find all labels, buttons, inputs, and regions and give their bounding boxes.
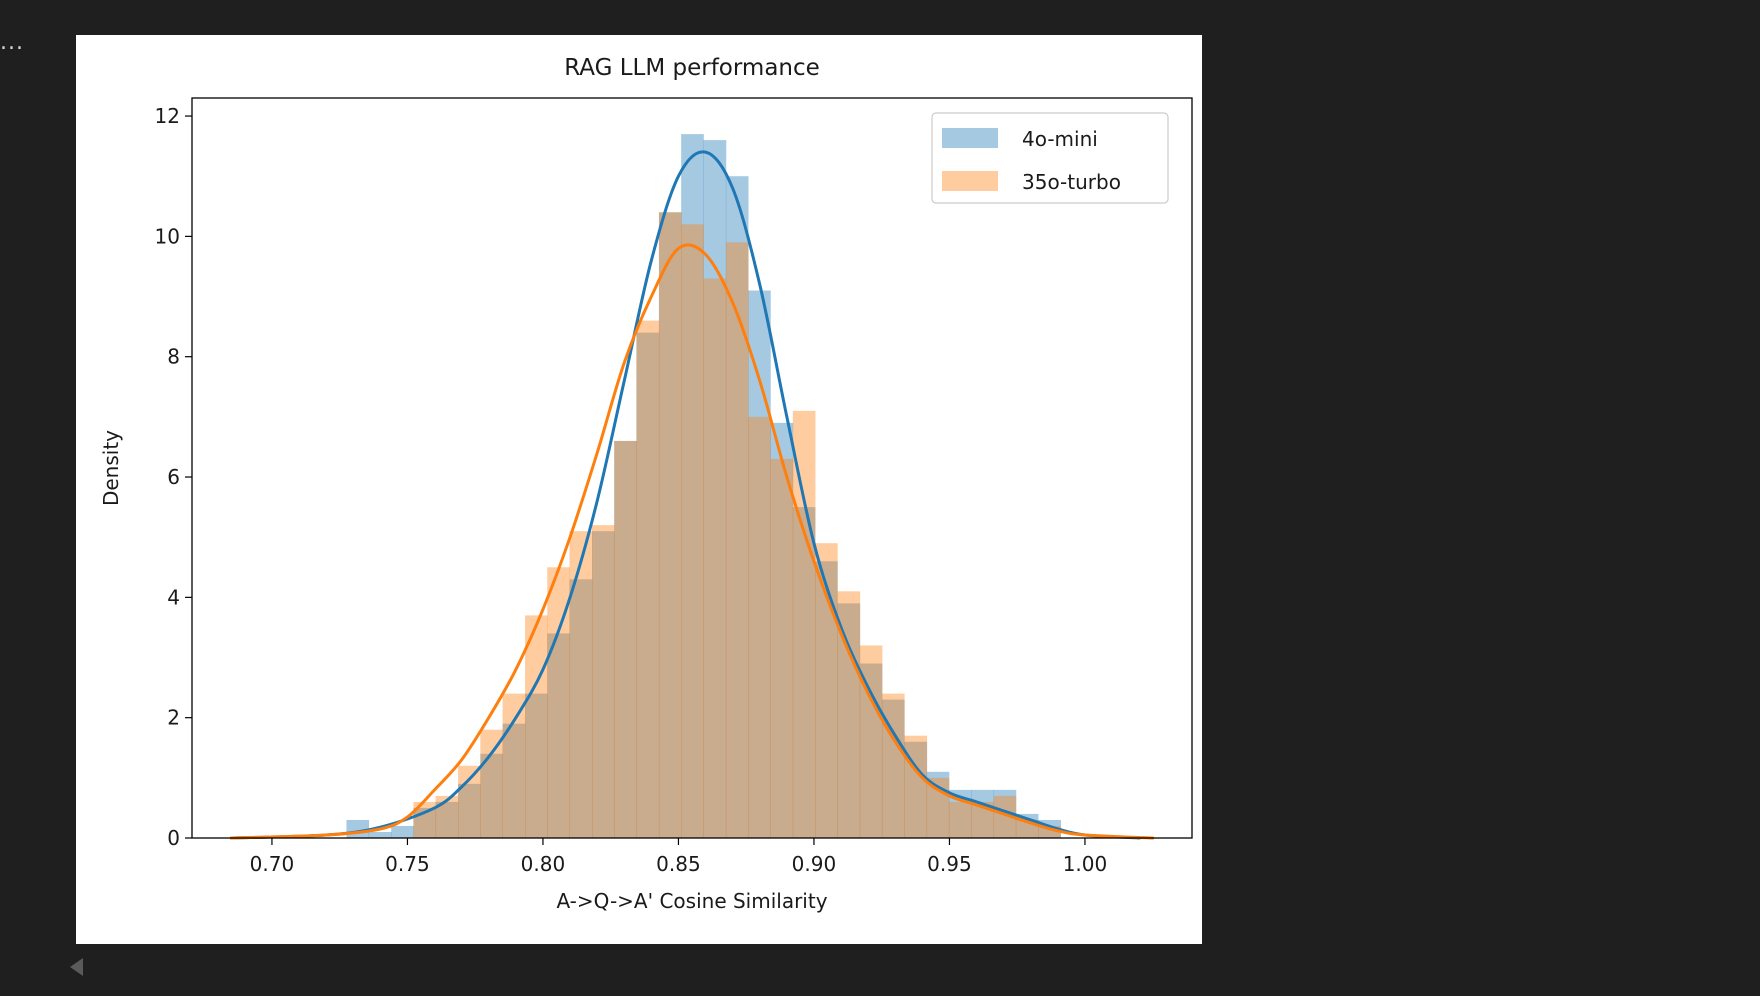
bar-35o-turbo-9 <box>614 440 637 838</box>
x-ticks: 0.70 0.75 0.80 0.85 0.90 0.95 1.00 <box>250 838 1108 876</box>
y-tick-label: 0 <box>167 826 180 850</box>
bar-4o-mini-11 <box>592 531 615 838</box>
bar-4o-mini-16 <box>703 140 727 839</box>
bar-4o-mini-15 <box>681 134 704 839</box>
bar-35o-turbo-15 <box>748 416 771 838</box>
bar-4o-mini-10 <box>569 579 593 838</box>
bar-4o-mini-6 <box>480 753 503 838</box>
bar-4o-mini-17 <box>725 176 749 838</box>
bar-4o-mini-25 <box>904 741 928 838</box>
kde-line-35o-turbo <box>229 243 1155 840</box>
bar-4o-mini-9 <box>547 633 570 838</box>
kde-line-4o-mini <box>229 150 1141 840</box>
bar-35o-turbo-17 <box>792 410 816 838</box>
bar-4o-mini-4 <box>435 801 459 838</box>
bar-35o-turbo-22 <box>904 735 928 838</box>
bar-35o-turbo-24 <box>948 801 972 838</box>
x-tick-label: 0.95 <box>927 852 972 876</box>
bar-35o-turbo-7 <box>569 531 593 838</box>
bar-4o-mini-7 <box>502 723 526 838</box>
bar-35o-turbo-14 <box>725 242 749 838</box>
bar-4o-mini-2 <box>391 825 414 838</box>
x-tick-label: 1.00 <box>1063 852 1108 876</box>
histogram-chart: 0.70 0.75 0.80 0.85 0.90 0.95 1.00 0 2 4 6 8 10 12 R… <box>99 55 1193 913</box>
bar-35o-turbo-3 <box>480 729 503 838</box>
bar-35o-turbo-25 <box>971 801 995 838</box>
y-axis-label: Density <box>99 430 123 506</box>
x-tick-label: 0.90 <box>792 852 837 876</box>
x-tick-label: 0.70 <box>250 852 295 876</box>
bar-35o-turbo-20 <box>859 645 883 838</box>
legend-swatch-35o-turbo <box>942 171 998 191</box>
bar-4o-mini-1 <box>368 831 392 838</box>
legend-label-4o-mini: 4o-mini <box>1022 127 1098 151</box>
y-tick-label: 12 <box>155 104 180 128</box>
y-tick-label: 8 <box>167 345 180 369</box>
bar-4o-mini-14 <box>658 212 682 838</box>
y-tick-label: 10 <box>155 224 180 248</box>
bar-4o-mini-13 <box>636 332 660 838</box>
bar-35o-turbo-21 <box>881 693 905 838</box>
legend-swatch-4o-mini <box>942 128 998 148</box>
bar-4o-mini-8 <box>525 693 548 838</box>
kde-layer <box>229 150 1155 840</box>
bar-35o-turbo-10 <box>636 320 660 839</box>
bar-4o-mini-5 <box>458 783 481 838</box>
bar-35o-turbo-6 <box>547 567 570 838</box>
legend: 4o-mini 35o-turbo <box>931 112 1169 204</box>
bar-35o-turbo-18 <box>815 543 838 838</box>
bar-35o-turbo-19 <box>837 591 861 838</box>
y-tick-label: 6 <box>167 465 180 489</box>
chart-title: RAG LLM performance <box>564 55 820 81</box>
bar-35o-turbo-13 <box>703 278 727 838</box>
bar-35o-turbo-4 <box>502 693 526 838</box>
bar-4o-mini-21 <box>815 561 838 838</box>
bar-35o-turbo-11 <box>658 212 682 838</box>
x-tick-label: 0.80 <box>521 852 566 876</box>
bar-4o-mini-12 <box>614 440 637 838</box>
bar-4o-mini-20 <box>792 507 816 838</box>
y-tick-label: 2 <box>167 706 180 730</box>
bar-35o-turbo-16 <box>770 458 794 838</box>
bar-4o-mini-19 <box>770 422 794 838</box>
bar-4o-mini-18 <box>748 290 771 838</box>
x-tick-label: 0.85 <box>656 852 701 876</box>
legend-label-35o-turbo: 35o-turbo <box>1022 170 1121 194</box>
y-ticks: 0 2 4 6 8 10 12 <box>155 104 192 850</box>
bar-35o-turbo-12 <box>681 224 704 839</box>
bar-35o-turbo-5 <box>525 615 548 838</box>
output-ellipsis: ... <box>0 30 24 55</box>
bar-35o-turbo-2 <box>458 765 481 838</box>
plot-frame <box>191 97 1193 839</box>
bar-35o-turbo-26 <box>993 795 1017 838</box>
bar-35o-turbo-1 <box>435 795 459 838</box>
y-tick-label: 4 <box>167 585 180 609</box>
bar-35o-turbo-8 <box>592 525 615 838</box>
scroll-left-arrow-icon[interactable] <box>70 958 83 976</box>
bars-layer <box>346 134 1061 839</box>
bar-4o-mini-24 <box>881 699 905 838</box>
chart-figure: 0.70 0.75 0.80 0.85 0.90 0.95 1.00 0 2 4 6 8 10 12 R… <box>76 35 1202 944</box>
x-tick-label: 0.75 <box>385 852 430 876</box>
legend-box <box>931 112 1169 204</box>
x-axis-label: A->Q->A' Cosine Similarity <box>556 889 827 913</box>
